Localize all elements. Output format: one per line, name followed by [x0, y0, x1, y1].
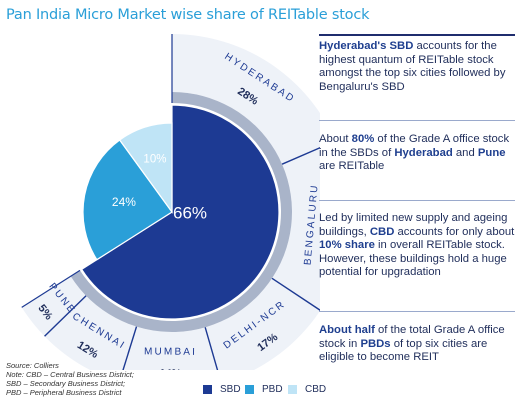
note-text: Led by limited new supply and ageing bui…	[319, 212, 508, 238]
legend-swatch	[245, 385, 254, 394]
note-bold: About half	[319, 324, 375, 336]
note-bold: PBDs	[360, 337, 391, 350]
outer-ring	[21, 34, 320, 370]
note-text: About	[319, 133, 352, 145]
divider-rule	[319, 120, 515, 121]
ring-divider	[122, 326, 138, 370]
note-text: of top six cities are eligible to become…	[319, 337, 488, 364]
note-pbd: About half of the total Grade A office s…	[319, 324, 515, 365]
note-text: of the Grade A office stock in the SBDs …	[319, 133, 510, 159]
note-grade-a-sbd: About 80% of the Grade A office stock in…	[319, 133, 515, 174]
legend-item-cbd: CBD	[288, 384, 326, 395]
note-bold: CBD	[369, 225, 395, 238]
note-text: and	[452, 146, 478, 159]
legend-label: CBD	[305, 384, 327, 395]
divider-rule	[319, 200, 515, 201]
legend-label: SBD	[220, 384, 241, 395]
divider-rule	[319, 311, 515, 312]
note-bold: 80%	[351, 133, 375, 145]
ring-divider	[281, 146, 320, 165]
source-note: Source: Colliers Note: CBD – Central Bus…	[6, 361, 134, 397]
note-hyderabad-sbd: Hyderabad's SBD accounts for the highest…	[319, 40, 515, 94]
note-cbd: Led by limited new supply and ageing bui…	[319, 212, 515, 280]
ring-divider	[204, 327, 219, 370]
note-bold: Pune	[477, 146, 506, 159]
note-bold: 10% share	[319, 239, 375, 252]
slice-label-sbd: 66%	[173, 203, 207, 222]
note-text: accounts for only about	[394, 225, 515, 238]
note-text: of the total Grade A office stock in	[319, 324, 505, 350]
slice-label-cbd: 10%	[143, 154, 166, 166]
source-line: PBD – Peripheral Business District	[6, 388, 122, 397]
divider-rule	[319, 34, 515, 36]
legend-item-sbd: SBD	[203, 384, 241, 395]
source-line: SBD – Secondary Business District;	[6, 379, 126, 388]
slice-cbd	[118, 122, 173, 214]
ring-divider	[44, 295, 87, 337]
legend-item-pbd: PBD	[245, 384, 283, 395]
donut-chart: 66%24%10%HYDERABAD28%BENGALURU24%DELHI-N…	[21, 34, 320, 370]
note-bold: Hyderabad	[394, 146, 453, 159]
slice-label-pbd: 24%	[112, 195, 136, 209]
ring-edge	[21, 269, 81, 308]
city-label: MUMBAI	[144, 346, 197, 358]
note-text: in overall REITable stock. However, thes…	[319, 239, 507, 279]
source-line: Source: Colliers	[6, 361, 59, 370]
legend-label: PBD	[262, 384, 283, 395]
ring-divider	[271, 277, 320, 311]
note-bold: Hyderabad's SBD	[319, 40, 414, 52]
note-text: are REITable	[319, 160, 385, 173]
source-line: Note: CBD – Central Business District;	[6, 370, 134, 379]
slice-sbd	[80, 104, 280, 320]
legend-swatch	[203, 385, 212, 394]
chart-title: Pan India Micro Market wise share of REI…	[6, 7, 370, 23]
note-text: accounts for the highest quantum of REIT…	[319, 40, 506, 93]
slice-pbd	[82, 139, 173, 261]
city-value-label: 14%	[159, 368, 181, 370]
legend-swatch	[288, 385, 297, 394]
